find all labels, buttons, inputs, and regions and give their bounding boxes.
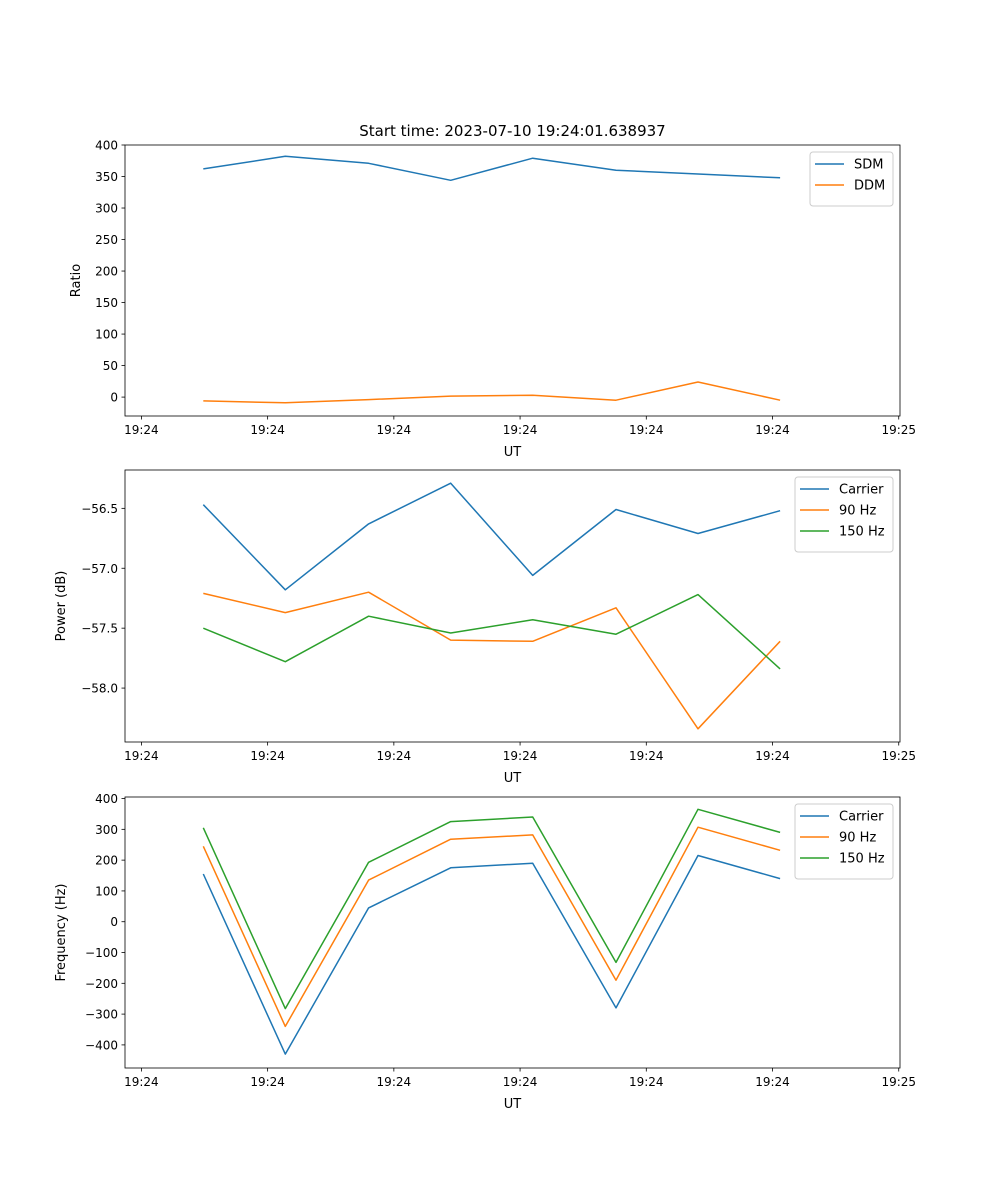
figure-title: Start time: 2023-07-10 19:24:01.638937 (359, 122, 665, 140)
subplot-3: 19:24 19:24 19:24 19:24 19:24 19:24 19:25 −400 −… (54, 792, 916, 1112)
y-axis-label: Frequency (Hz) (54, 883, 69, 981)
x-axis-label: UT (504, 771, 522, 786)
y-tick-label: 100 (95, 884, 118, 898)
legend-label: DDM (854, 179, 885, 194)
x-tick-label: 19:24 (377, 749, 412, 763)
y-tick-label: 0 (110, 391, 118, 405)
x-tick-label: 19:24 (629, 423, 664, 437)
y-tick-label: −56.5 (81, 502, 118, 516)
legend-label: SDM (854, 158, 883, 173)
y-tick-label: 200 (95, 265, 118, 279)
y-tick-label: 400 (95, 792, 118, 806)
y-tick-label: −300 (85, 1008, 118, 1022)
x-tick-label: 19:24 (250, 749, 285, 763)
x-tick-label: 19:24 (503, 423, 538, 437)
series-line-90-hz (203, 591, 781, 730)
series-line-ddm (203, 381, 781, 404)
x-tick-label: 19:24 (377, 1075, 412, 1089)
subplot-1: 19:24 19:24 19:24 19:24 19:24 19:24 19:25 0 50 10… (69, 139, 916, 461)
series-line-150-hz (203, 593, 781, 670)
y-tick-label: 100 (95, 328, 118, 342)
axes-frame (124, 469, 901, 743)
x-axis-label: UT (504, 1097, 522, 1112)
y-tick-label: 150 (95, 296, 118, 310)
x-tick-label: 19:24 (124, 423, 159, 437)
y-tick-label: −200 (85, 977, 118, 991)
y-tick-label: 200 (95, 854, 118, 868)
legend-label: 90 Hz (839, 831, 876, 846)
legend-label: 150 Hz (839, 852, 885, 867)
y-tick-label: 350 (95, 170, 118, 184)
y-tick-label: 0 (110, 915, 118, 929)
y-tick-label: −57.0 (81, 562, 118, 576)
legend-label: 150 Hz (839, 525, 885, 540)
y-axis-label: Ratio (69, 264, 84, 297)
y-tick-label: −100 (85, 946, 118, 960)
legend: SDM DDM (809, 151, 894, 207)
series-line-sdm (203, 155, 781, 182)
y-tick-label: 300 (95, 823, 118, 837)
legend-box (809, 151, 894, 207)
legend: Carrier 90 Hz 150 Hz (794, 803, 894, 880)
legend-box (794, 476, 894, 553)
subplot-2: 19:24 19:24 19:24 19:24 19:24 19:24 19:25 −58.0… (54, 469, 916, 786)
legend-label: Carrier (839, 810, 884, 825)
x-tick-label: 19:24 (377, 423, 412, 437)
x-axis-label: UT (504, 445, 522, 460)
x-tick-label: 19:25 (881, 1075, 916, 1089)
x-tick-label: 19:24 (124, 1075, 159, 1089)
x-tick-label: 19:24 (250, 423, 285, 437)
y-tick-label: 300 (95, 202, 118, 216)
y-tick-label: 400 (95, 139, 118, 153)
x-tick-label: 19:24 (503, 749, 538, 763)
x-tick-label: 19:24 (755, 749, 790, 763)
axes-frame (124, 796, 901, 1069)
x-tick-label: 19:24 (629, 749, 664, 763)
x-tick-label: 19:24 (755, 1075, 790, 1089)
legend-label: 90 Hz (839, 504, 876, 519)
x-tick-label: 19:24 (124, 749, 159, 763)
legend: Carrier 90 Hz 150 Hz (794, 476, 894, 553)
y-axis-label: Power (dB) (54, 571, 69, 642)
series-line-90-hz (202, 826, 781, 1028)
legend-label: Carrier (839, 483, 884, 498)
axes-frame (124, 144, 901, 417)
series-line-carrier (202, 854, 781, 1055)
series-line-150-hz (202, 808, 781, 1010)
y-tick-label: −57.5 (81, 622, 118, 636)
x-tick-label: 19:24 (629, 1075, 664, 1089)
legend-box (794, 803, 894, 880)
x-tick-label: 19:25 (881, 423, 916, 437)
x-tick-label: 19:24 (755, 423, 790, 437)
y-tick-label: −58.0 (81, 682, 118, 696)
x-tick-label: 19:25 (881, 749, 916, 763)
y-tick-label: −400 (85, 1038, 118, 1052)
y-tick-label: 50 (103, 359, 118, 373)
x-tick-label: 19:24 (503, 1075, 538, 1089)
x-tick-label: 19:24 (250, 1075, 285, 1089)
y-tick-label: 250 (95, 233, 118, 247)
series-line-carrier (202, 482, 781, 591)
